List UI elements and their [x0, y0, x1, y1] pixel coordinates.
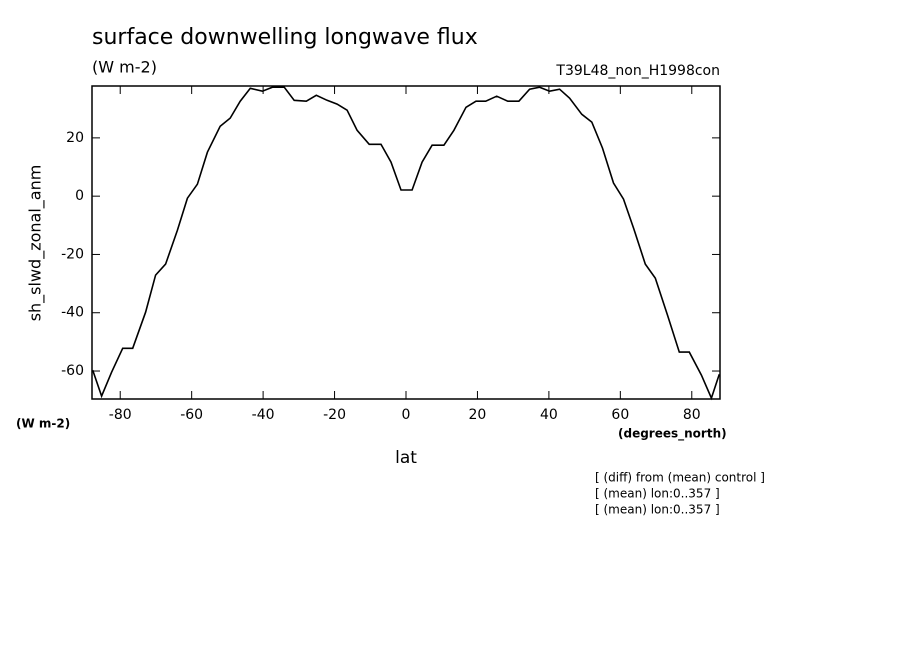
note: [ (mean) lon:0..357 ] — [595, 487, 720, 501]
data-line — [91, 86, 721, 401]
y-axis-label: sh_slwd_zonal_anm — [26, 165, 46, 322]
note: [ (mean) lon:0..357 ] — [595, 503, 720, 517]
x-axis-label: lat — [395, 448, 417, 468]
x-tick-label: 0 — [402, 407, 411, 423]
x-tick-label: 80 — [683, 407, 701, 423]
y-tick-label: 20 — [66, 130, 84, 146]
y-tick-label: -40 — [61, 305, 84, 321]
plot-frame — [91, 85, 721, 400]
x-tick-label: 20 — [469, 407, 487, 423]
x-tick-label: -80 — [109, 407, 132, 423]
y-units: (W m-2) — [16, 417, 70, 431]
x-units: (degrees_north) — [618, 427, 727, 442]
dataset-label: T39L48_non_H1998con — [555, 63, 720, 79]
y-tick-label: -60 — [61, 363, 84, 379]
x-tick-label: 60 — [611, 407, 629, 423]
chart-title: surface downwelling longwave flux — [92, 25, 478, 50]
x-tick-label: 40 — [540, 407, 558, 423]
note: [ (diff) from (mean) control ] — [595, 471, 765, 485]
y-tick-label: 0 — [75, 188, 84, 204]
y-tick-label: -20 — [61, 246, 84, 262]
chart-subtitle: (W m-2) — [92, 58, 157, 77]
x-tick-label: -60 — [180, 407, 203, 423]
x-tick-label: -40 — [252, 407, 275, 423]
x-tick-label: -20 — [323, 407, 346, 423]
